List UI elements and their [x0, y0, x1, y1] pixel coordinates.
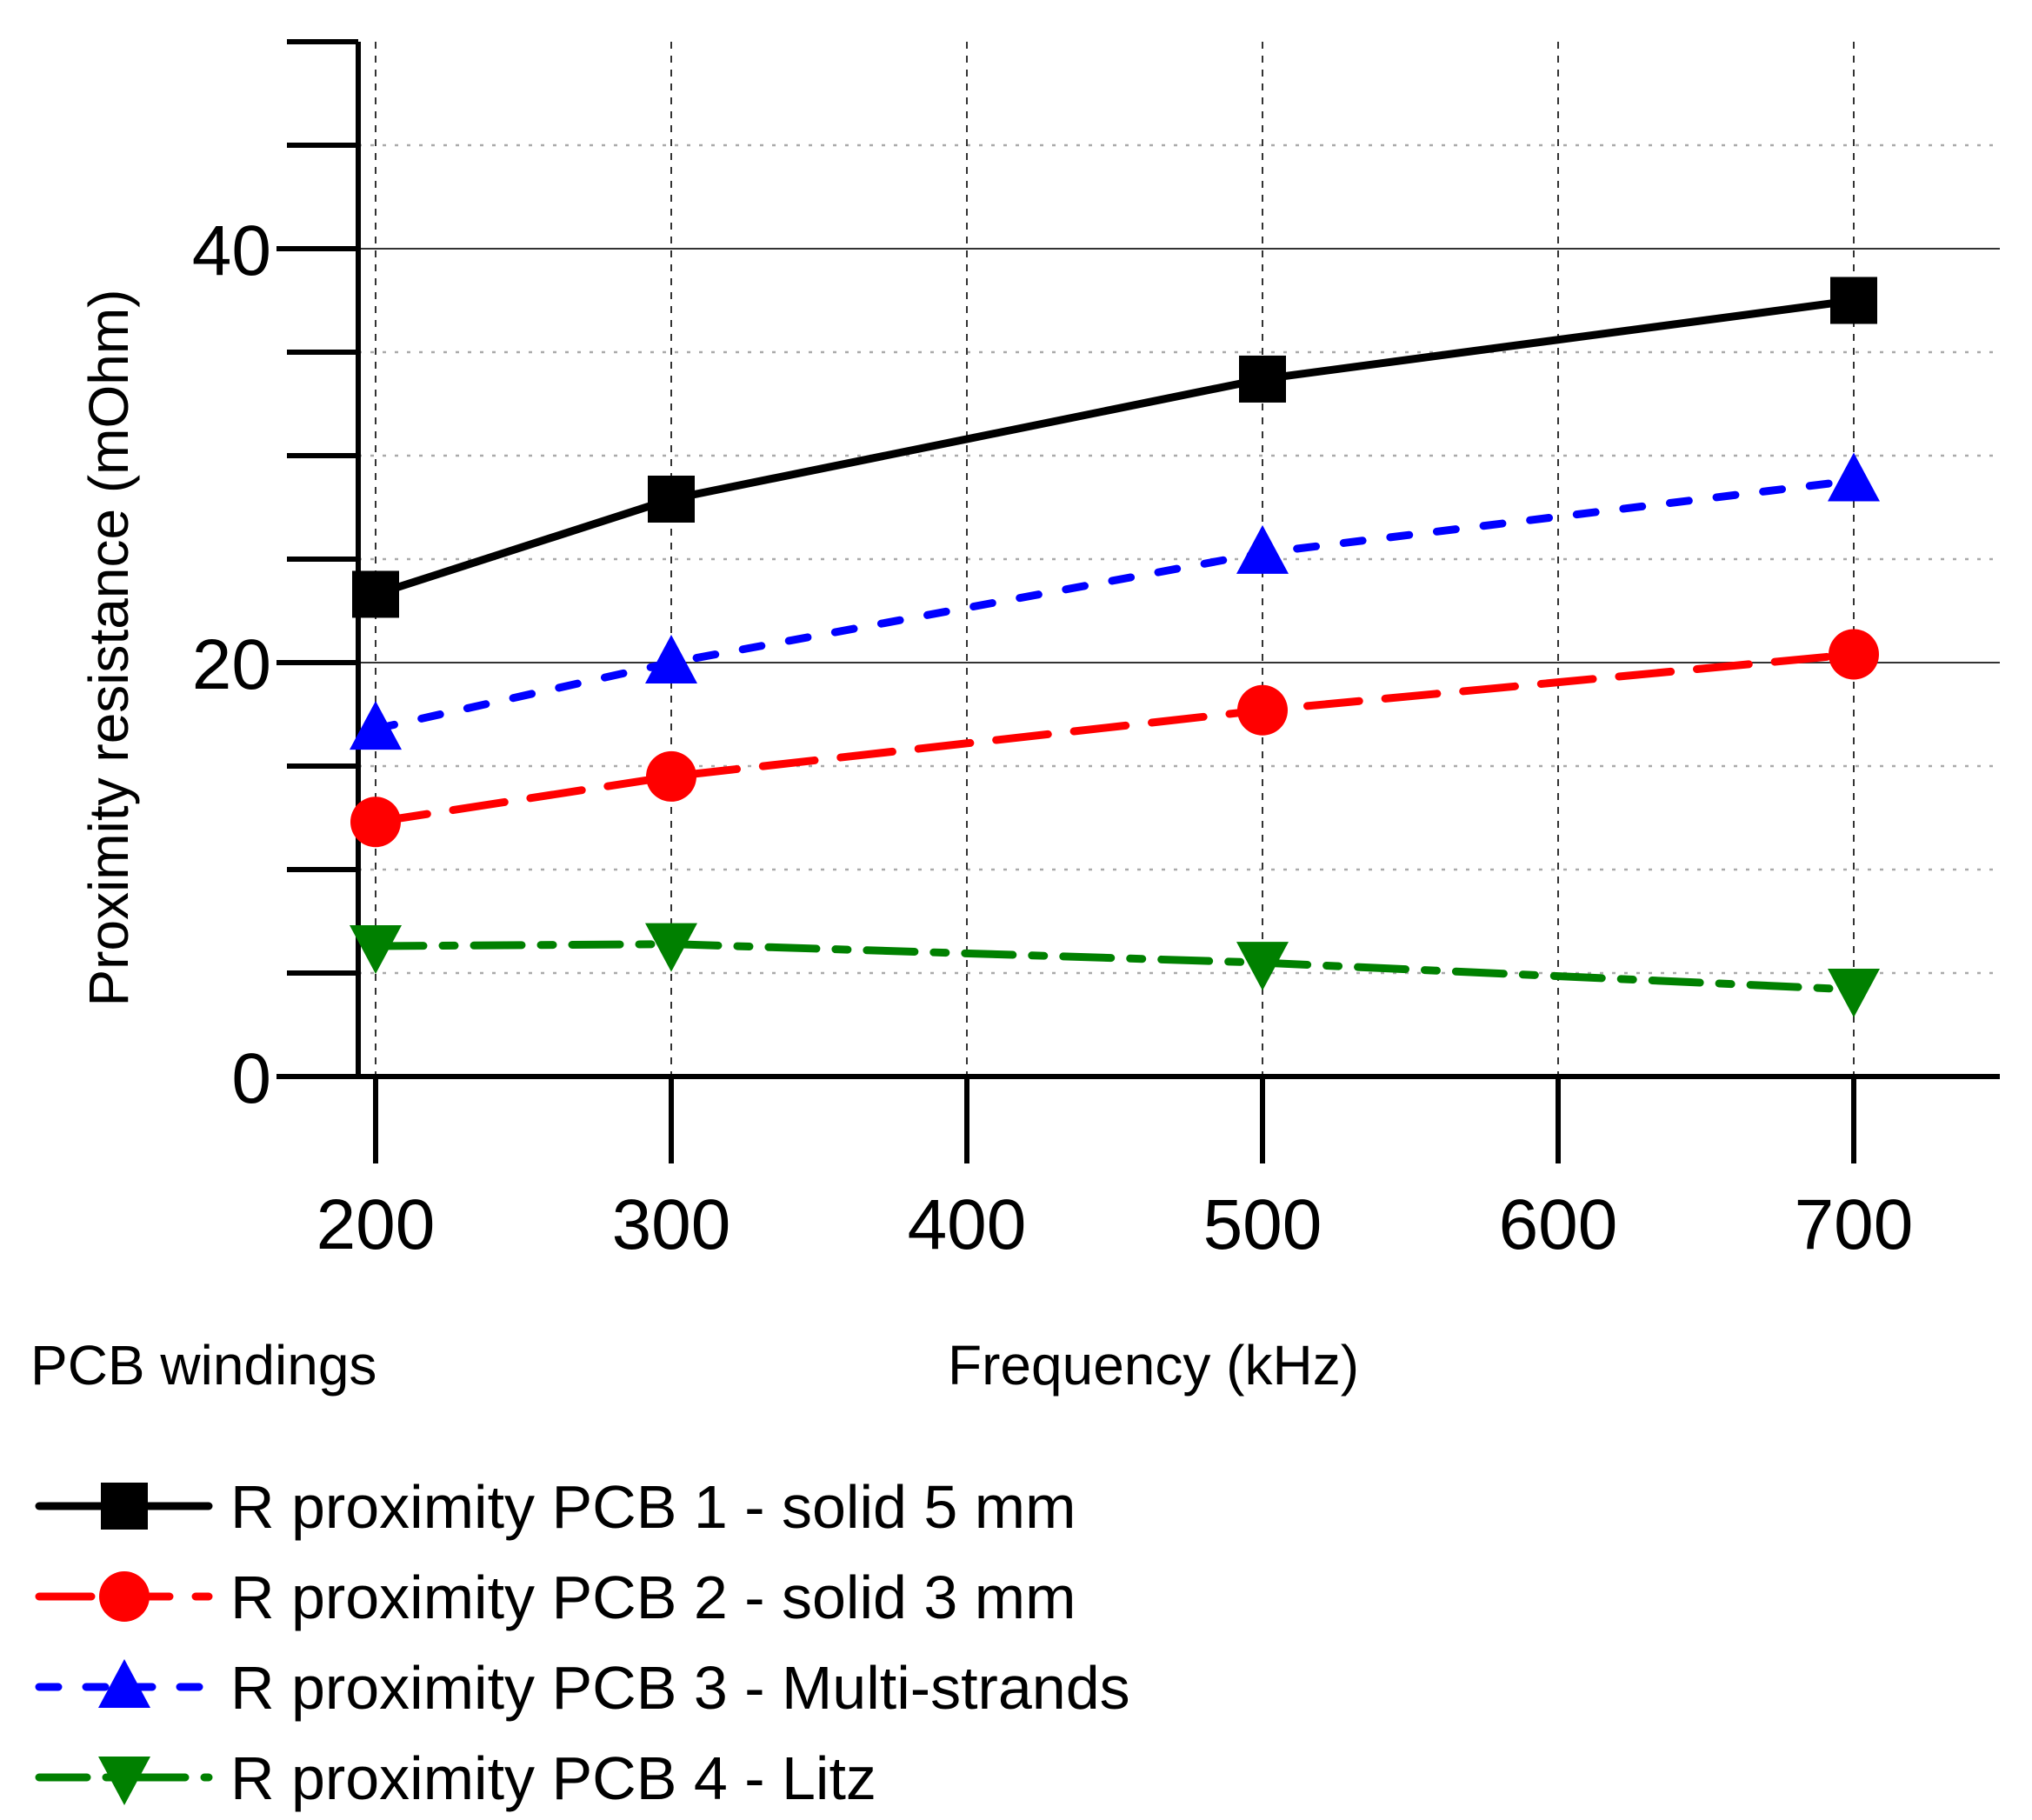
axes [276, 39, 2000, 1163]
legend-label: R proximity PCB 2 - solid 3 mm [230, 1563, 1076, 1631]
data-point [1830, 277, 1877, 324]
data-point [1239, 355, 1286, 403]
legend-swatch-marker [98, 1757, 150, 1805]
x-axis-title: Frequency (kHz) [948, 1334, 1359, 1397]
legend-entry-1: R proximity PCB 1 - solid 5 mm [35, 1473, 1076, 1541]
legend-entry-3: R proximity PCB 3 - Multi-strands [35, 1654, 1130, 1722]
series [350, 277, 1880, 1018]
series-2 [350, 629, 1879, 848]
data-point [648, 475, 695, 523]
x-tick-label: 700 [1795, 1185, 1914, 1264]
data-point [1237, 684, 1288, 736]
data-point [350, 701, 402, 750]
series-line [371, 650, 1858, 826]
tick-labels: 200 300 400 500 600 700 0 20 40 [192, 211, 1914, 1264]
series-4 [350, 923, 1880, 1018]
legend-entry-2: R proximity PCB 2 - solid 3 mm [35, 1563, 1076, 1631]
grid [358, 42, 2000, 1077]
y-tick-label: 20 [192, 625, 271, 704]
data-point [352, 570, 399, 618]
series-1 [352, 277, 1877, 618]
x-tick-label: 500 [1203, 1185, 1322, 1264]
legend-label: R proximity PCB 1 - solid 5 mm [230, 1473, 1076, 1541]
x-tick-label: 200 [316, 1185, 436, 1264]
data-point [645, 635, 697, 683]
legend-label: R proximity PCB 4 - Litz [230, 1744, 876, 1812]
data-point [1236, 524, 1289, 574]
x-tick-label: 600 [1499, 1185, 1618, 1264]
data-point [1828, 969, 1880, 1018]
series-line [371, 297, 1858, 598]
legend-label: R proximity PCB 3 - Multi-strands [230, 1654, 1130, 1722]
data-point [646, 750, 696, 802]
chart-caption: PCB windings [30, 1334, 376, 1397]
x-tick-label: 400 [908, 1185, 1027, 1264]
legend-swatch-marker [98, 1659, 150, 1708]
series-3 [350, 452, 1880, 750]
data-point [350, 797, 401, 848]
x-tick-label: 300 [612, 1185, 731, 1264]
y-tick-label: 40 [192, 211, 271, 290]
data-point [1829, 629, 1879, 680]
data-point [645, 923, 697, 972]
legend: R proximity PCB 1 - solid 5 mm R proximit… [35, 1473, 1130, 1812]
legend-entry-4: R proximity PCB 4 - Litz [35, 1744, 876, 1812]
data-point [1828, 452, 1880, 502]
y-tick-label: 0 [231, 1039, 271, 1118]
series-line [371, 477, 1858, 733]
legend-swatch-marker [99, 1571, 150, 1622]
data-point [1236, 942, 1289, 991]
data-point [350, 925, 402, 975]
y-axis-title: Proximity resistance (mOhm) [77, 290, 140, 1007]
series-line [371, 940, 1858, 994]
legend-swatch-marker [101, 1483, 148, 1530]
